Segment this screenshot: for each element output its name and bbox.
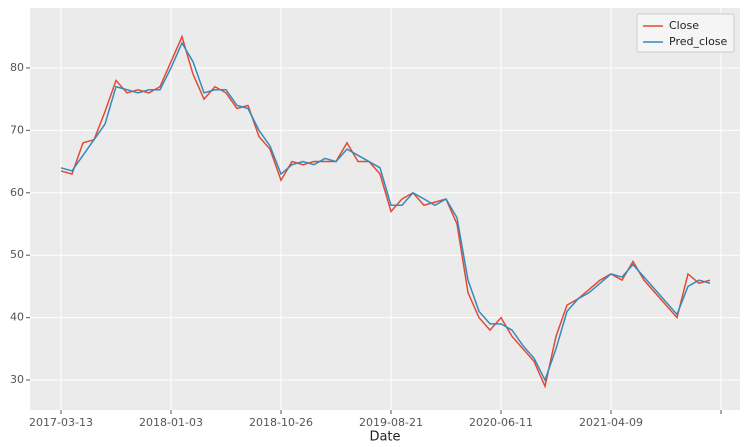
y-tick-label: 30 bbox=[10, 373, 24, 386]
x-tick-label: 2020-06-11 bbox=[469, 416, 533, 429]
x-tick-label: 2018-10-26 bbox=[249, 416, 313, 429]
y-tick-label: 60 bbox=[10, 186, 24, 199]
x-tick-label: 2018-01-03 bbox=[139, 416, 203, 429]
x-axis-title: Date bbox=[369, 430, 400, 445]
y-tick-label: 40 bbox=[10, 311, 24, 324]
y-tick-label: 80 bbox=[10, 61, 24, 74]
y-tick-label: 70 bbox=[10, 123, 24, 136]
y-tick-label: 50 bbox=[10, 248, 24, 261]
x-tick-label: 2019-08-21 bbox=[359, 416, 423, 429]
legend-label: Close bbox=[669, 19, 699, 32]
plot-area bbox=[30, 8, 740, 410]
x-tick-label: 2017-03-13 bbox=[29, 416, 93, 429]
line-1 bbox=[60, 41, 711, 382]
line-0 bbox=[60, 34, 711, 389]
x-tick-label: 2021-04-09 bbox=[579, 416, 643, 429]
legend-label: Pred_close bbox=[669, 35, 728, 48]
